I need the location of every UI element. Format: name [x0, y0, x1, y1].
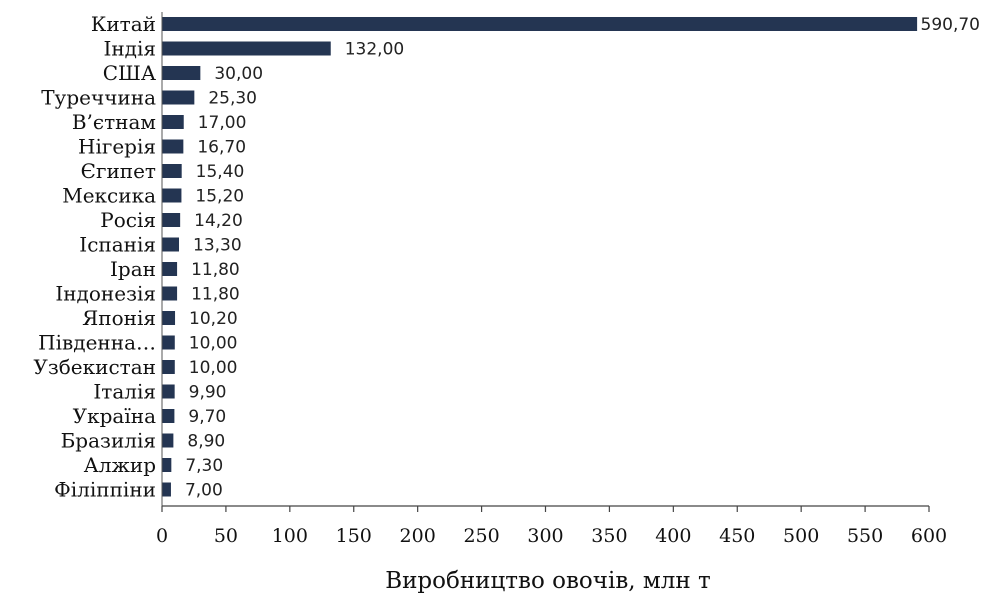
bar: [162, 311, 176, 325]
bar: [162, 115, 184, 129]
category-label: Єгипет: [81, 159, 156, 183]
bar: [162, 458, 172, 472]
category-label: Нігерія: [78, 135, 156, 159]
bar: [162, 66, 201, 80]
data-label: 17,00: [198, 113, 247, 133]
bar: [162, 262, 178, 276]
x-tick-label: 550: [847, 525, 883, 547]
bar: [162, 384, 175, 399]
value-labels: 590,70 132,00 30,00 25,30 17,00 16,70 15,40 15,…: [185, 15, 980, 501]
data-label: 15,20: [195, 187, 244, 207]
bar: [162, 237, 180, 252]
category-label: Росія: [100, 208, 156, 232]
category-label: США: [103, 61, 156, 85]
category-label: Італія: [93, 380, 156, 404]
x-tick-label: 400: [655, 525, 691, 547]
data-label: 7,00: [185, 481, 223, 501]
x-tick-label: 50: [214, 525, 238, 547]
x-tick-label: 300: [527, 525, 563, 547]
data-label: 10,20: [189, 309, 238, 329]
category-label: Мексика: [62, 184, 156, 208]
data-label: 11,80: [191, 260, 240, 280]
category-label: Україна: [73, 404, 156, 428]
bars-layer: [162, 17, 918, 497]
x-tick-label: 350: [591, 525, 627, 547]
category-label: Іспанія: [79, 233, 156, 257]
data-label: 10,00: [189, 358, 238, 378]
x-tick-label: 150: [336, 525, 372, 547]
category-label: Іран: [110, 257, 156, 281]
category-label: Узбекистан: [33, 355, 156, 379]
category-label: Японія: [82, 306, 156, 330]
category-label: В’єтнам: [72, 110, 156, 134]
bar: [162, 164, 182, 178]
bar: [162, 139, 184, 154]
data-label: 590,70: [921, 15, 980, 35]
x-tick-label: 450: [719, 525, 755, 547]
x-tick-label: 600: [911, 525, 947, 547]
data-label: 132,00: [345, 40, 404, 60]
bar: [162, 482, 171, 497]
bar: [162, 335, 175, 350]
data-label: 25,30: [208, 89, 257, 109]
category-label: Китай: [91, 12, 156, 36]
data-label: 14,20: [194, 211, 243, 231]
category-labels: КитайІндіяСШАТуреччинаВ’єтнамНігеріяЄгип…: [33, 12, 156, 502]
bar: [162, 41, 331, 56]
bar: [162, 188, 182, 203]
data-label: 13,30: [193, 236, 242, 256]
category-label: Бразилія: [61, 429, 156, 453]
bar: [162, 286, 178, 301]
x-tick-label: 100: [272, 525, 308, 547]
bar: [162, 17, 918, 31]
x-tick-label: 0: [156, 525, 168, 547]
data-label: 16,70: [197, 138, 246, 158]
category-label: Філіппіни: [54, 478, 156, 502]
data-label: 30,00: [214, 64, 263, 84]
bar: [162, 213, 181, 227]
x-tick-label: 250: [463, 525, 499, 547]
bar: [162, 360, 175, 374]
data-label: 11,80: [191, 285, 240, 305]
x-axis: 0 50 100 150 200 250 300 350 400 450 500 550 600: [156, 12, 947, 547]
x-tick-label: 500: [783, 525, 819, 547]
category-label: Туреччина: [41, 86, 156, 110]
bar: [162, 90, 195, 105]
data-label: 10,00: [189, 334, 238, 354]
data-label: 7,30: [185, 456, 223, 476]
category-label: Індонезія: [55, 282, 156, 306]
data-label: 9,90: [189, 383, 227, 403]
bar: [162, 433, 174, 448]
category-label: Алжир: [84, 453, 156, 477]
bar: [162, 409, 175, 423]
data-label: 9,70: [188, 407, 226, 427]
x-axis-title: Виробництво овочів, млн т: [385, 568, 711, 594]
data-label: 15,40: [196, 162, 245, 182]
category-label: Індія: [103, 37, 156, 61]
data-label: 8,90: [187, 432, 225, 452]
category-label: Південна…: [38, 331, 156, 355]
x-tick-label: 200: [400, 525, 436, 547]
